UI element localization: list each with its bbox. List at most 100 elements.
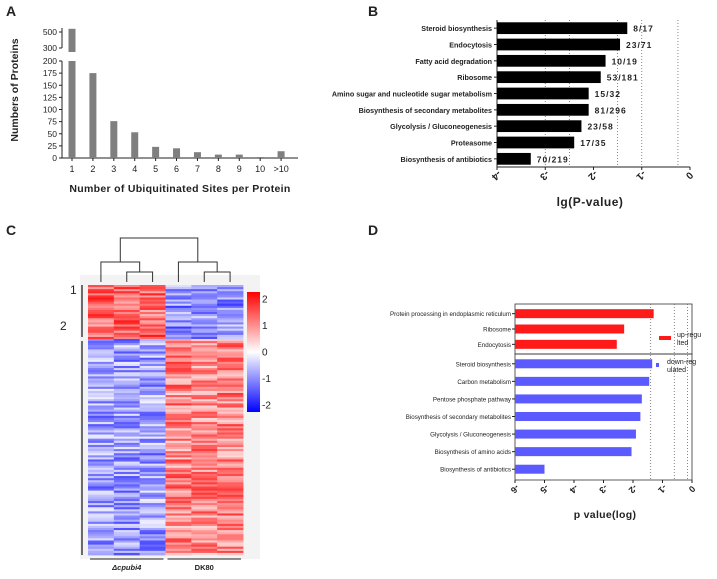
c-heatmap-cell [217, 503, 244, 506]
c-heatmap-cell [139, 413, 166, 417]
a-bar [235, 154, 243, 158]
c-heatmap-cell [191, 509, 218, 512]
a-y-tick-label: 150 [43, 80, 57, 90]
c-heatmap-cell [165, 426, 192, 429]
c-heatmap-cell [113, 550, 141, 554]
c-heatmap-cell [139, 428, 166, 431]
c-heatmap-cell [88, 505, 115, 508]
c-heatmap-cell [191, 289, 218, 292]
a-bar [256, 157, 264, 158]
d-legend-label: ulated [667, 367, 686, 374]
c-heatmap-cell [191, 467, 218, 471]
c-heatmap-cell [191, 444, 218, 448]
a-x-tick-label: 8 [216, 164, 221, 174]
c-heatmap-cell [217, 471, 244, 475]
c-heatmap-cell [88, 503, 115, 506]
panel-b-bar-chart: Steroid biosynthesis 8/17 Endocytosis 23/71… [332, 20, 695, 209]
c-heatmap-cell [113, 407, 141, 411]
c-heatmap-cell [191, 357, 218, 361]
c-heatmap-cell [139, 530, 166, 533]
c-heatmap-cell [217, 380, 244, 384]
c-heatmap-cell [165, 525, 192, 529]
c-heatmap-cell [139, 422, 166, 425]
d-category-label: Glycolysis / Gluconeogenesis [430, 432, 511, 439]
panel-letter-c: C [6, 222, 16, 238]
c-heatmap-cell [191, 307, 218, 311]
b-x-tick-label: -1 [633, 168, 647, 182]
c-heatmap-cell [113, 488, 141, 492]
b-category-label: Ribosome [457, 73, 492, 82]
c-heatmap-cell [139, 476, 166, 479]
c-heatmap-cell [88, 521, 115, 525]
c-heatmap-cell [165, 382, 192, 386]
c-heatmap-cell [88, 343, 115, 346]
c-heatmap-cell [113, 303, 141, 307]
c-heatmap-cell [217, 401, 244, 404]
c-heatmap-cell [165, 301, 192, 305]
b-data-label: 23/58 [587, 122, 613, 132]
c-heatmap-cell [191, 532, 218, 535]
c-heatmap-cell [217, 343, 244, 346]
c-heatmap-cell [139, 368, 166, 371]
c-heatmap-cell [88, 552, 115, 556]
c-heatmap-cell [191, 305, 218, 309]
c-heatmap-cell [139, 532, 166, 535]
c-heatmap-cell [88, 390, 115, 394]
panel-d-bar-chart: Protein processing in endoplasmic reticu… [390, 303, 701, 521]
c-heatmap-cell [217, 432, 244, 435]
c-heatmap-cell [88, 480, 115, 483]
c-heatmap-cell [165, 467, 192, 471]
b-data-label: 53/181 [607, 73, 639, 83]
c-heatmap-cell [191, 519, 218, 523]
b-x-tick-label: -2 [585, 168, 599, 182]
c-heatmap-cell [165, 530, 192, 533]
c-heatmap-cell [191, 552, 218, 556]
c-heatmap-cell [113, 295, 141, 298]
c-heatmap-cell [88, 540, 115, 543]
c-heatmap-cell [113, 444, 141, 448]
c-heatmap-cell [139, 521, 166, 525]
c-heatmap-cell [191, 376, 218, 379]
c-heatmap-cell [88, 507, 115, 510]
c-colorbar-tick-label: -1 [262, 374, 271, 385]
c-heatmap-cell [139, 415, 166, 419]
c-heatmap-cell [88, 355, 115, 359]
c-heatmap-cell [217, 540, 244, 543]
c-heatmap-cell [88, 515, 115, 519]
a-x-tick-label: 5 [153, 164, 158, 174]
c-heatmap-cell [217, 357, 244, 361]
a-y-tick-label: 175 [43, 68, 57, 78]
c-heatmap-cell [217, 546, 244, 550]
c-heatmap-cell [139, 407, 166, 411]
b-category-label: Biosynthesis of antibiotics [401, 155, 492, 164]
c-heatmap-cell [113, 438, 141, 442]
c-heatmap-cell [191, 440, 218, 444]
c-heatmap-cell [88, 401, 115, 404]
c-heatmap-cell [113, 332, 141, 336]
d-bar-up [515, 339, 617, 349]
c-heatmap-cell [165, 474, 192, 477]
c-heatmap-cell [165, 386, 192, 390]
c-heatmap-cell [88, 328, 115, 332]
c-heatmap-cell [139, 461, 166, 465]
d-x-tick-label: -5 [538, 483, 551, 496]
c-heatmap-cell [217, 474, 244, 477]
c-heatmap-cell [139, 517, 166, 521]
c-heatmap-cell [113, 426, 141, 429]
c-heatmap-cell [191, 428, 218, 431]
c-heatmap-cell [191, 501, 218, 504]
c-heatmap-cell [165, 347, 192, 350]
c-heatmap-cell [217, 484, 244, 487]
c-heatmap-cell [165, 399, 192, 402]
c-heatmap-cell [217, 336, 244, 340]
c-heatmap-cell [191, 386, 218, 390]
c-heatmap-cell [191, 291, 218, 294]
d-legend-swatch-down [656, 363, 659, 367]
c-heatmap-cell [217, 295, 244, 298]
c-heatmap-cell [191, 318, 218, 321]
c-heatmap-cell [113, 436, 141, 440]
c-heatmap-cell [88, 444, 115, 448]
c-heatmap-cell [191, 525, 218, 529]
c-heatmap-cell [113, 467, 141, 471]
c-heatmap-cell [191, 451, 218, 454]
